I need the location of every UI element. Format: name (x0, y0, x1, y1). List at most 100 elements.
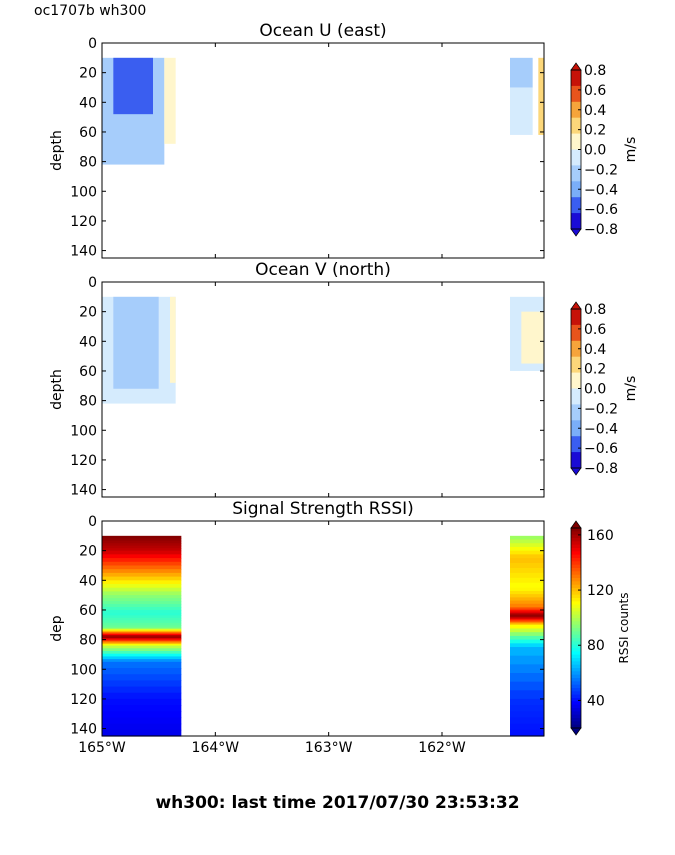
v-ytick-label: 20 (79, 305, 97, 321)
rssi-block-0-cell (102, 548, 182, 552)
u-colorbar-segment (571, 85, 581, 103)
u-ylabel: depth (49, 130, 65, 171)
rssi-block-1-cell (510, 711, 544, 719)
v-colorbar-extend-top (570, 301, 582, 310)
rssi-block-0-cell (102, 636, 182, 639)
rssi-block-0-cell (102, 545, 182, 549)
rssi-colorbar-segment (571, 658, 581, 662)
rssi-block-0-cell (102, 686, 182, 694)
rssi-ytick-label: 80 (79, 633, 97, 649)
v-colorbar-tick-label: −0.4 (584, 421, 618, 437)
rssi-ytick-label: 0 (88, 514, 97, 530)
rssi-block-0-cell (102, 625, 182, 629)
rssi-block-1-cell (510, 624, 544, 630)
u-ytick-label: 80 (79, 155, 97, 171)
v-ytick-label: 80 (79, 394, 97, 410)
rssi-colorbar-segment (571, 578, 581, 582)
rssi-block-0-cell (102, 629, 182, 632)
rssi-colorbar-segment (571, 678, 581, 682)
rssi-block-1-cell (510, 623, 544, 626)
rssi-colorbar-segment (571, 691, 581, 696)
rssi-block-1-cell (510, 554, 544, 559)
rssi-colorbar-segment (571, 531, 581, 536)
v-axes-frame (101, 281, 545, 498)
rssi-colorbar-segment (571, 544, 581, 549)
rssi-colorbar-segment (571, 718, 581, 722)
rssi-colorbar-segment (571, 558, 581, 562)
rssi-colorbar-extend-bottom (570, 727, 582, 736)
v-colorbar-tick-label: −0.8 (584, 461, 618, 477)
rssi-block-1-cell (510, 614, 544, 617)
rssi-colorbar-segment (571, 604, 581, 609)
rssi-colorbar-segment (571, 711, 581, 716)
rssi-block-1-cell (510, 618, 544, 621)
rssi-colorbar-segment (571, 654, 581, 659)
rssi-block-1-cell (510, 621, 544, 624)
rssi-block-1-cell (510, 672, 544, 683)
rssi-ytick-label: 100 (70, 662, 97, 678)
u-colorbar-segment (571, 149, 581, 166)
rssi-block-1-cell (510, 535, 544, 541)
rssi-block-0-cell (102, 598, 182, 602)
rssi-colorbar-segment (571, 698, 581, 702)
u-ytick-label: 40 (79, 95, 97, 111)
rssi-colorbar-segment (571, 634, 581, 639)
rssi-block-1-cell (510, 705, 544, 712)
rssi-colorbar-tick-label: 120 (587, 583, 614, 599)
rssi-block-1-cell (510, 639, 544, 644)
v-region-4 (521, 311, 544, 364)
rssi-colorbar-segment (571, 631, 581, 636)
rssi-colorbar-segment (571, 684, 581, 689)
rssi-block-0-cell (102, 711, 182, 719)
u-ytick-label: 140 (70, 244, 97, 260)
rssi-block-0-cell (102, 538, 182, 542)
rssi-block-0-cell (102, 674, 182, 681)
u-colorbar-tick-label: 0.2 (584, 123, 606, 139)
rssi-colorbar-frame (570, 527, 582, 729)
v-colorbar-segment (571, 309, 581, 326)
rssi-block-1-cell (510, 607, 544, 610)
rssi-block-0-cell (102, 630, 182, 633)
rssi-colorbar-segment (571, 554, 581, 559)
rssi-ytick-label: 60 (79, 603, 97, 619)
rssi-colorbar-segment (571, 534, 581, 539)
rssi-block-1-cell (510, 681, 544, 691)
u-colorbar-segment (571, 101, 581, 119)
v-colorbar-label: m/s (623, 376, 639, 402)
rssi-block-1-cell (510, 647, 544, 657)
v-colorbar-segment (571, 452, 581, 469)
rssi-colorbar-segment (571, 608, 581, 612)
rssi-colorbar-segment (571, 648, 581, 652)
v-ytick-label: 60 (79, 364, 97, 380)
rssi-axes-frame (101, 520, 545, 737)
rssi-block-0-cell (102, 561, 182, 567)
rssi-xtick-label: 165°W (78, 740, 126, 756)
rssi-block-1-cell (510, 612, 544, 616)
v-colorbar-tick-label: 0.2 (584, 362, 606, 378)
rssi-title: Signal Strength RSSI) (232, 499, 414, 519)
rssi-block-0-cell (102, 723, 182, 731)
v-ytick-label: 40 (79, 334, 97, 350)
rssi-block-0-cell (102, 565, 182, 570)
rssi-block-1-cell (510, 594, 544, 598)
rssi-colorbar-segment (571, 664, 581, 669)
rssi-block-0-cell (102, 627, 182, 630)
rssi-colorbar-segment (571, 541, 581, 546)
rssi-colorbar-segment (571, 564, 581, 569)
rssi-block-0-cell (102, 615, 182, 619)
u-colorbar-tick-label: −0.6 (584, 202, 618, 218)
u-region-5 (538, 57, 544, 135)
rssi-block-0-cell (102, 638, 182, 641)
rssi-block-1-cell (510, 563, 544, 569)
figure-footer: wh300: last time 2017/07/30 23:53:32 (155, 793, 520, 813)
rssi-block-0-cell (102, 540, 182, 544)
rssi-colorbar-segment (571, 668, 581, 672)
rssi-block-1-cell (510, 723, 544, 731)
rssi-colorbar-tick-label: 80 (587, 638, 605, 654)
rssi-xtick-label: 164°W (192, 740, 240, 756)
rssi-block-0-cell (102, 595, 182, 599)
rssi-block-0-cell (102, 632, 182, 635)
rssi-colorbar-segment (571, 584, 581, 589)
rssi-colorbar-segment (571, 598, 581, 602)
rssi-colorbar-segment (571, 551, 581, 556)
